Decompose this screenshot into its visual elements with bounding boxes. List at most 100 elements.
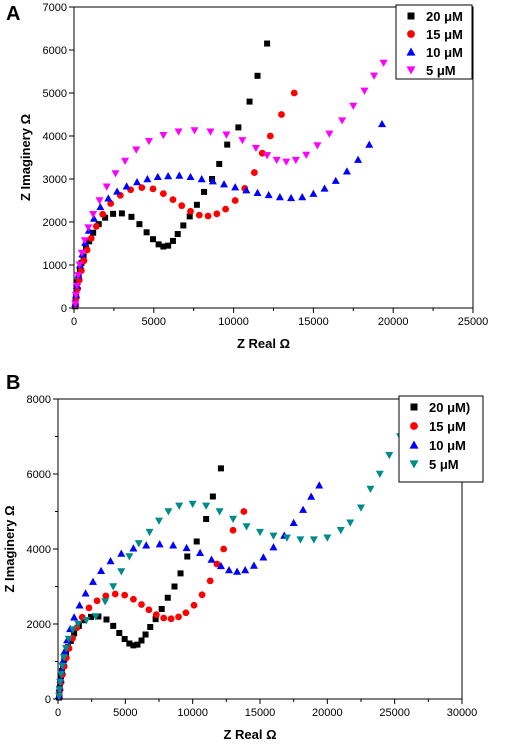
data-point [320, 184, 329, 192]
data-point [150, 236, 157, 243]
legend-marker [409, 440, 419, 449]
legend-marker [406, 47, 416, 56]
data-point [132, 146, 141, 154]
legend-entry: 5 μM [426, 63, 456, 78]
x-tick-label: 25000 [458, 316, 489, 328]
data-point [134, 540, 143, 548]
data-point [138, 184, 146, 192]
data-point [187, 207, 194, 215]
data-point [77, 249, 86, 257]
data-point [186, 213, 193, 220]
data-point [158, 606, 165, 612]
x-tick-label: 20000 [312, 707, 343, 719]
data-point [291, 156, 300, 165]
data-point [178, 202, 186, 210]
data-point [207, 555, 216, 563]
data-point [215, 508, 224, 516]
data-point [216, 160, 223, 167]
data-point [272, 156, 281, 165]
x-axis-label: Z Real Ω [223, 727, 276, 742]
data-point [145, 528, 154, 537]
x-tick-label: 25000 [379, 707, 410, 719]
data-point [184, 553, 191, 560]
data-point [55, 686, 64, 694]
data-point [89, 577, 98, 585]
data-point [145, 137, 154, 146]
data-point [75, 601, 84, 609]
data-point [57, 671, 66, 679]
data-point [197, 175, 206, 183]
data-point [85, 604, 93, 612]
data-point [229, 515, 238, 523]
data-point [299, 505, 308, 513]
data-point [99, 210, 107, 218]
data-point [121, 591, 129, 599]
data-point [126, 640, 133, 647]
data-point [167, 615, 175, 623]
data-point [220, 545, 228, 553]
data-point [253, 188, 262, 196]
data-point [177, 570, 184, 577]
data-point [190, 127, 199, 135]
data-point [82, 617, 91, 625]
data-point [143, 175, 152, 183]
y-tick-label: 2000 [43, 217, 67, 229]
data-point [231, 183, 240, 191]
data-point [282, 534, 291, 542]
panel-a-letter: A [6, 3, 20, 25]
data-point [198, 591, 206, 599]
data-point [296, 536, 305, 544]
data-point [220, 180, 229, 188]
data-point [87, 613, 94, 620]
data-point [235, 124, 242, 131]
data-point [366, 485, 375, 493]
data-point [169, 237, 176, 244]
data-point [202, 502, 211, 510]
data-point [338, 117, 347, 125]
x-tick-label: 15000 [298, 316, 329, 328]
data-point [196, 548, 205, 556]
data-point [331, 176, 340, 184]
data-point [224, 141, 231, 148]
y-tick-label: 8000 [27, 394, 51, 406]
data-point [74, 272, 83, 280]
data-point [93, 597, 101, 605]
data-point [269, 532, 278, 540]
data-point [378, 119, 387, 128]
data-point [97, 566, 106, 574]
data-point [101, 598, 110, 606]
data-point [264, 40, 271, 47]
data-point [385, 452, 394, 460]
data-point [59, 654, 68, 662]
data-point [90, 229, 97, 236]
data-point [254, 72, 261, 79]
data-point [313, 142, 322, 150]
data-point [188, 500, 197, 508]
data-point [346, 519, 355, 527]
chart-b: 0 5000 10000 15000 20000 25000 30000 0 2000 4000 6… [2, 394, 484, 742]
data-point [130, 595, 137, 603]
data-point [87, 234, 95, 242]
series-4 [55, 427, 417, 700]
y-tick-label: 5000 [43, 88, 67, 100]
x-tick-label: 0 [55, 707, 61, 719]
data-point [164, 171, 173, 180]
data-point [159, 190, 167, 198]
data-point [110, 622, 117, 629]
data-point [375, 470, 384, 478]
data-point [64, 635, 73, 643]
y-tick-label: 6000 [27, 469, 51, 481]
data-point [182, 543, 191, 552]
data-point [289, 518, 298, 526]
series-1 [56, 465, 224, 701]
data-point [86, 238, 93, 245]
legend-marker [407, 12, 415, 20]
data-point [264, 190, 273, 199]
data-point [153, 172, 162, 181]
data-point [233, 567, 242, 575]
data-point [142, 541, 151, 549]
data-point [62, 645, 71, 653]
data-point [323, 534, 332, 542]
data-point [91, 613, 100, 621]
data-point [186, 172, 195, 181]
